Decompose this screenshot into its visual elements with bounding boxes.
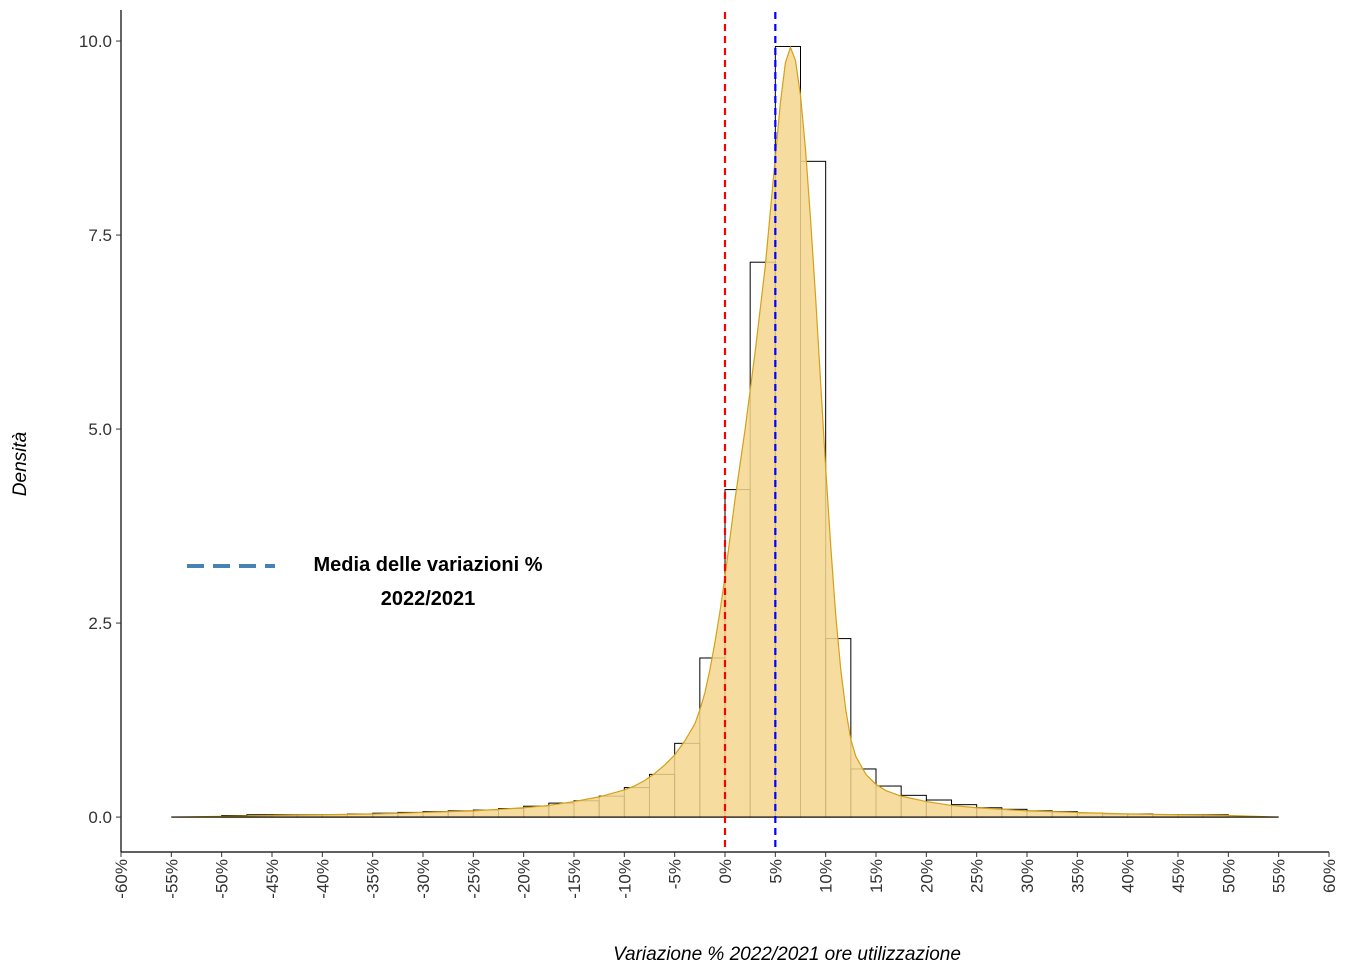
x-tick-label: 10% [817, 859, 836, 893]
x-tick-label: 60% [1320, 859, 1339, 893]
x-tick-label: 50% [1219, 859, 1238, 893]
x-tick-label: -55% [162, 859, 181, 899]
x-tick-label: 5% [766, 859, 785, 884]
x-tick-label: 55% [1270, 859, 1289, 893]
x-tick-label: 20% [917, 859, 936, 893]
y-tick-label: 10.0 [79, 32, 112, 51]
x-tick-label: 15% [867, 859, 886, 893]
x-tick-label: -25% [464, 859, 483, 899]
x-tick-label: 25% [968, 859, 987, 893]
x-tick-label: -5% [666, 859, 685, 889]
y-tick-label: 0.0 [88, 808, 112, 827]
x-tick-label: -50% [213, 859, 232, 899]
legend: Media delle variazioni % 2022/2021 [187, 554, 543, 610]
x-axis-title: Variazione % 2022/2021 ore utilizzazione [613, 944, 961, 965]
x-tick-label: 40% [1119, 859, 1138, 893]
x-tick-label: -45% [263, 859, 282, 899]
x-tick-label: -40% [313, 859, 332, 899]
legend-label-line1: Media delle variazioni % [314, 554, 543, 576]
y-tick-label: 2.5 [88, 614, 112, 633]
reference-lines [723, 12, 777, 852]
x-tick-label: 35% [1068, 859, 1087, 893]
x-tick-label: -60% [112, 859, 131, 899]
y-axis-title: Densità [10, 432, 31, 496]
x-ticks: -60% -55% -50% -45% -40% -35% -30% -25% -20% -15%… [112, 852, 1339, 899]
x-tick-label: -10% [615, 859, 634, 899]
x-tick-label: 30% [1018, 859, 1037, 893]
x-tick-label: 45% [1169, 859, 1188, 893]
x-tick-label: -20% [515, 859, 534, 899]
y-tick-label: 7.5 [88, 226, 112, 245]
legend-label-line2: 2022/2021 [381, 588, 476, 610]
y-ticks: 0.0 2.5 5.0 7.5 10.0 [79, 32, 121, 827]
x-tick-label: -15% [565, 859, 584, 899]
x-tick-label: -35% [364, 859, 383, 899]
y-tick-label: 5.0 [88, 420, 112, 439]
x-tick-label: 0% [716, 859, 735, 884]
x-tick-label: -30% [414, 859, 433, 899]
